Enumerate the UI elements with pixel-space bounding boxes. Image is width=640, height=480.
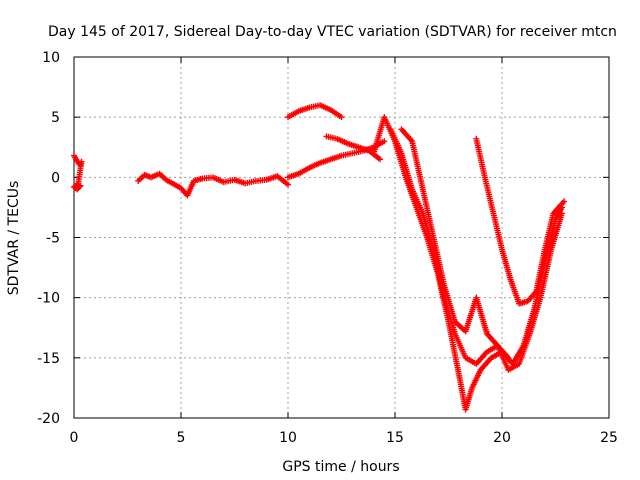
x-tick-label: 15 (386, 430, 404, 446)
data-point-trail (283, 180, 290, 187)
data-point-trail (482, 350, 489, 357)
data-point-trail (336, 112, 343, 119)
x-tick-label: 0 (70, 430, 79, 446)
data-point-trail (353, 143, 360, 150)
y-tick-label: -10 (37, 291, 60, 307)
data-point-trail (481, 172, 488, 179)
data-point-trail (304, 165, 311, 172)
series-late-arc (473, 135, 568, 307)
data-point-trail (364, 147, 371, 154)
data-point-trail (451, 328, 458, 335)
data-point-trail (547, 248, 554, 255)
data-point-trail (541, 248, 548, 255)
data-point-trail (74, 158, 81, 165)
data-point-trail (75, 185, 82, 192)
x-tick-label: 5 (177, 430, 186, 446)
data-point-trail (506, 274, 513, 281)
data-point-trail (536, 296, 543, 303)
data-point-trail (514, 361, 521, 368)
data-point-trail (407, 136, 414, 143)
data-point-trail (332, 135, 339, 142)
data-point-trail (197, 176, 204, 183)
data-point-trail (498, 244, 505, 251)
data-point-trail (522, 298, 529, 305)
data-point-trail (440, 280, 447, 287)
data-point-trail (468, 386, 475, 393)
series-morning-flat (135, 170, 291, 199)
data-point-trail (304, 105, 311, 112)
data-point-trail (154, 171, 161, 178)
series-high-arc (285, 102, 345, 121)
data-point-trail (476, 368, 483, 375)
y-tick-label: 5 (51, 110, 60, 126)
data-point-trail (161, 175, 168, 182)
data-points (71, 102, 568, 413)
x-axis: 0 5 10 15 20 25 (70, 57, 618, 446)
data-point-trail (169, 180, 176, 187)
y-tick-label: 0 (51, 170, 60, 186)
data-point-trail (326, 156, 333, 163)
data-point-trail (451, 316, 458, 323)
y-tick-label: -15 (37, 351, 60, 367)
data-point-trail (293, 109, 300, 116)
data-point-trail (489, 208, 496, 215)
y-tick-label: -20 (37, 411, 60, 427)
y-tick-label: -5 (46, 231, 60, 247)
y-axis-label: SDTVAR / TECUs (6, 181, 22, 296)
chart-title: Day 145 of 2017, Sidereal Day-to-day VTE… (48, 24, 617, 40)
series-early-segment (71, 152, 85, 193)
data-point-trail (558, 212, 565, 219)
x-tick-label: 25 (600, 430, 618, 446)
data-point-trail (549, 212, 556, 219)
data-point-trail (483, 328, 490, 335)
data-point-trail (75, 178, 82, 185)
data-point-trail (418, 208, 425, 215)
x-tick-label: 20 (493, 430, 511, 446)
data-point-trail (461, 352, 468, 359)
x-axis-label: GPS time / hours (282, 459, 399, 475)
data-point-trail (419, 184, 426, 191)
data-point-trail (76, 183, 83, 190)
data-point-trail (408, 184, 415, 191)
data-point-trail (250, 178, 257, 185)
data-point-trail (430, 232, 437, 239)
data-point-trail (455, 370, 462, 377)
data-point-trail (375, 155, 382, 162)
data-point-trail (493, 341, 500, 348)
data-point-trail (397, 148, 404, 155)
y-axis: -20 -15 -10 -5 0 5 10 (37, 50, 609, 427)
data-point-trail (336, 153, 343, 160)
y-tick-label: 10 (42, 50, 60, 66)
data-point-trail (293, 171, 300, 178)
data-point-trail (504, 353, 511, 360)
data-point-trail (315, 160, 322, 167)
x-tick-label: 10 (279, 430, 297, 446)
data-point-trail (526, 332, 533, 339)
data-point-trail (72, 154, 79, 161)
data-point-trail (343, 139, 350, 146)
data-point-trail (261, 176, 268, 183)
data-point-trail (326, 106, 333, 113)
data-point-trail (486, 356, 493, 363)
data-point-trail (559, 199, 566, 206)
data-point-trail (379, 139, 386, 146)
series-drop-c (398, 126, 512, 361)
data-point-trail (347, 150, 354, 157)
data-point-trail (531, 290, 538, 297)
